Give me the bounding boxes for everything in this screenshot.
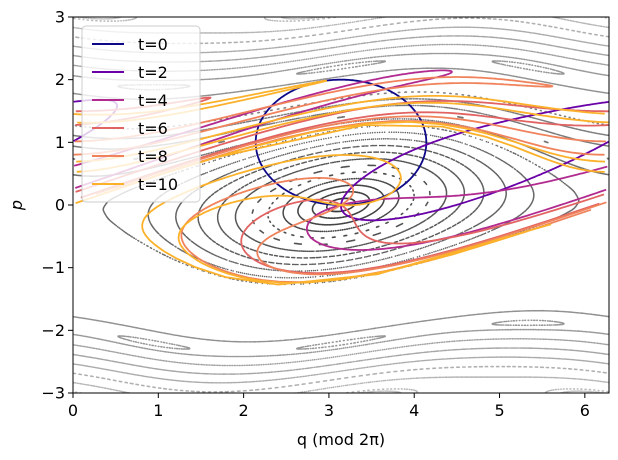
invariant-curve-20 xyxy=(117,319,565,350)
invariant-curve-26 xyxy=(73,347,609,375)
legend-label-t=8: t=8 xyxy=(138,147,168,166)
y-axis-label: p xyxy=(7,200,26,211)
invariant-curve-22 xyxy=(73,328,609,358)
legend-label-t=10: t=10 xyxy=(138,175,178,194)
legend-label-t=0: t=0 xyxy=(138,35,168,54)
legend-box xyxy=(81,25,201,203)
invariant-curve-34 xyxy=(74,388,609,393)
invariant-curve-18 xyxy=(73,309,609,343)
legend-label-t=4: t=4 xyxy=(138,91,168,110)
x-axis-label: q (mod 2π) xyxy=(297,430,385,449)
invariant-curve-33 xyxy=(73,17,608,22)
y-tick-label-1: −2 xyxy=(41,321,65,340)
series-line-t=8 xyxy=(73,76,607,284)
ticks-layer: 0 1 2 3 4 5 6 −3 −2 −1 0 1 2 3 xyxy=(41,8,590,421)
invariant-curve-28 xyxy=(73,356,609,384)
series-line-t=4 xyxy=(73,69,608,251)
invariant-curve-38 xyxy=(73,390,609,393)
y-tick-label-6: 3 xyxy=(55,8,65,27)
y-tick-label-3: 0 xyxy=(55,196,65,215)
invariant-curve-32 xyxy=(73,376,609,393)
invariant-curve-37 xyxy=(73,17,609,20)
x-tick-label-4: 4 xyxy=(409,401,419,420)
series-line-t=10 xyxy=(73,79,609,286)
legend-label-t=2: t=2 xyxy=(138,63,168,82)
x-tick-label-5: 5 xyxy=(494,401,504,420)
invariant-curve-1 xyxy=(311,191,371,219)
x-tick-label-2: 2 xyxy=(239,401,249,420)
x-tick-label-0: 0 xyxy=(68,401,78,420)
invariant-curve-30 xyxy=(73,365,607,393)
series-layer xyxy=(73,69,609,286)
x-tick-label-1: 1 xyxy=(153,401,163,420)
invariant-curve-7 xyxy=(216,151,466,259)
x-tick-label-6: 6 xyxy=(580,401,590,420)
y-tick-label-2: −1 xyxy=(41,258,65,277)
legend: t=0 t=2 t=4 t=6 t=8 t=10 xyxy=(81,25,201,203)
x-tick-label-3: 3 xyxy=(324,401,334,420)
legend-label-t=6: t=6 xyxy=(138,119,168,138)
invariant-curve-3 xyxy=(282,177,400,233)
invariant-curve-25 xyxy=(73,35,609,63)
y-tick-label-0: −3 xyxy=(41,384,65,403)
series-line-t=6 xyxy=(75,96,609,275)
y-tick-label-5: 2 xyxy=(55,70,65,89)
y-tick-label-4: 1 xyxy=(55,133,65,152)
